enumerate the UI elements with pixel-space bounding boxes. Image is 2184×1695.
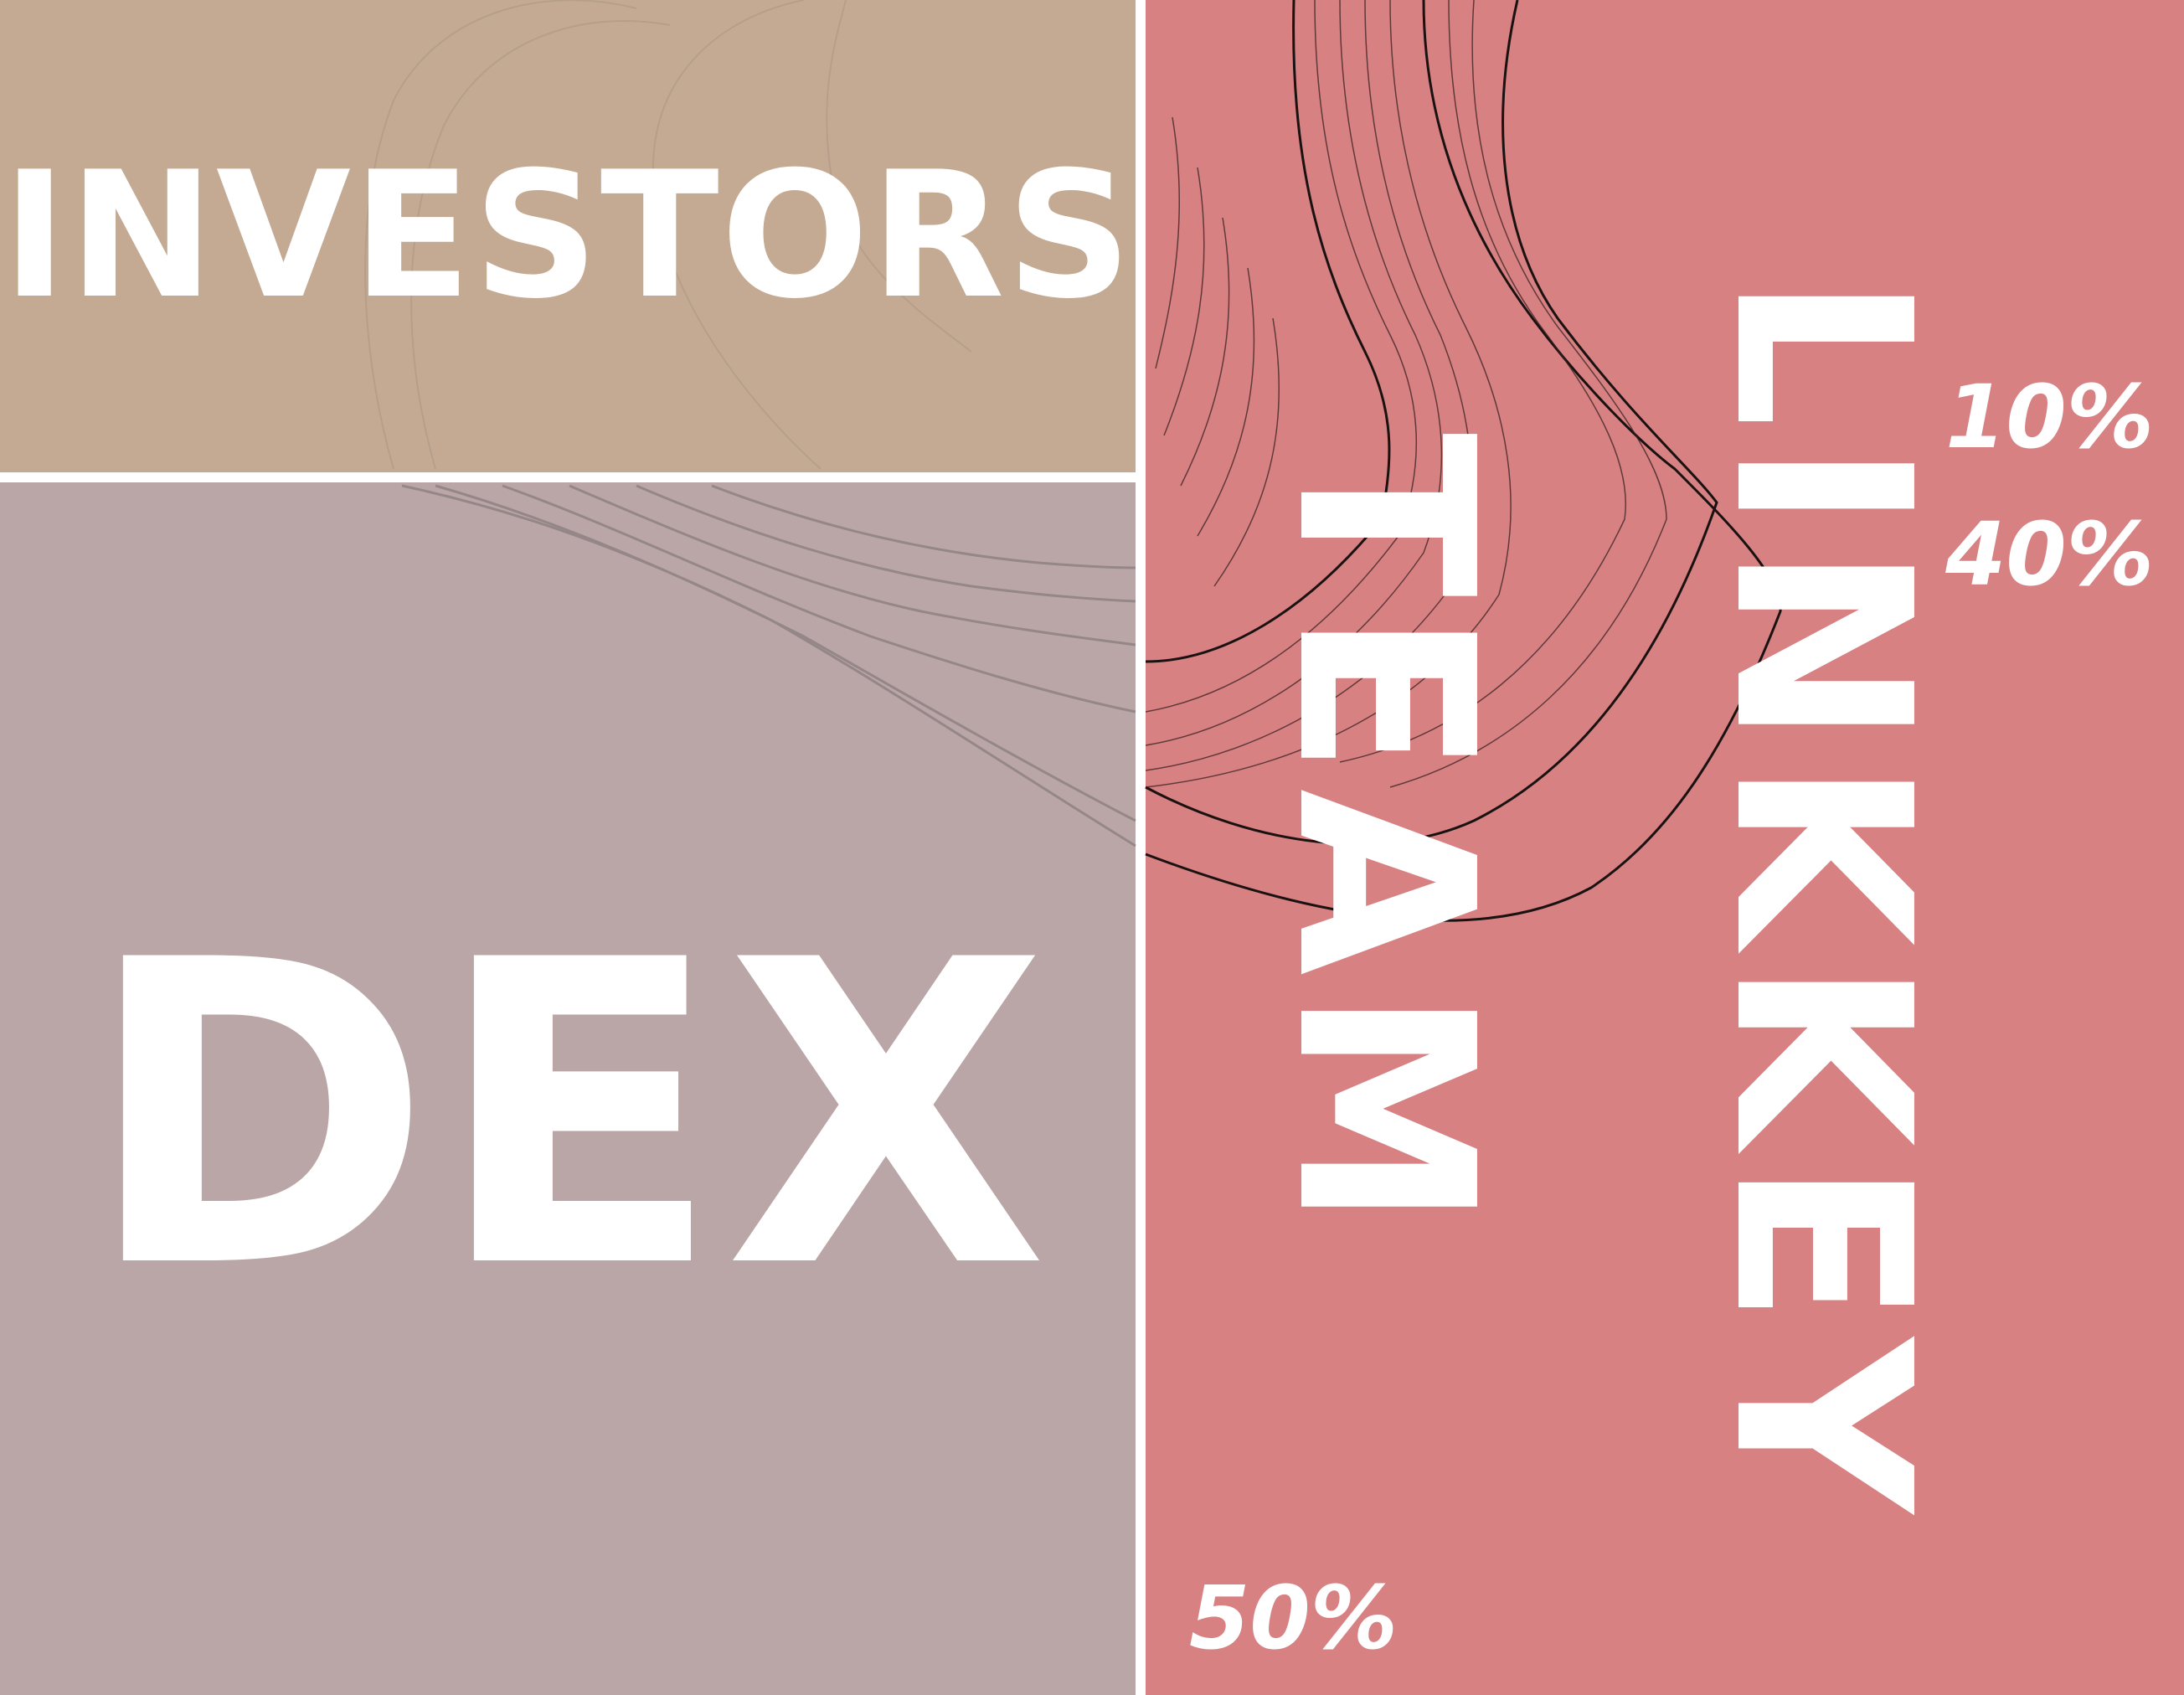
investors-label: INVESTORS — [2, 135, 1134, 337]
dex-percentage: 40% — [1945, 503, 2154, 605]
investors-percentage: 10% — [1945, 366, 2154, 468]
treemap-block-investors — [0, 0, 1136, 472]
dex-label: DEX — [84, 872, 1052, 1359]
linkkey-team-percentage: 50% — [1189, 1567, 1398, 1669]
linkkey-label: LINKKEY — [1682, 274, 1962, 1527]
team-label: TEAM — [1244, 432, 1525, 1243]
